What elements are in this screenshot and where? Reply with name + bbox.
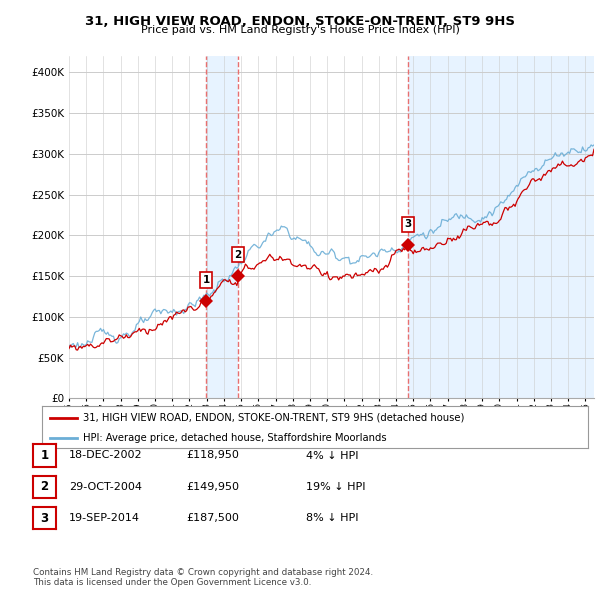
Text: 19% ↓ HPI: 19% ↓ HPI bbox=[306, 482, 365, 491]
Text: 19-SEP-2014: 19-SEP-2014 bbox=[69, 513, 140, 523]
Text: 31, HIGH VIEW ROAD, ENDON, STOKE-ON-TRENT, ST9 9HS: 31, HIGH VIEW ROAD, ENDON, STOKE-ON-TREN… bbox=[85, 15, 515, 28]
Text: Contains HM Land Registry data © Crown copyright and database right 2024.
This d: Contains HM Land Registry data © Crown c… bbox=[33, 568, 373, 587]
Text: 3: 3 bbox=[404, 219, 412, 229]
Bar bbox=[206, 56, 238, 398]
Text: 2: 2 bbox=[40, 480, 49, 493]
Text: HPI: Average price, detached house, Staffordshire Moorlands: HPI: Average price, detached house, Staf… bbox=[83, 433, 386, 442]
Text: 2: 2 bbox=[235, 250, 242, 260]
Text: 8% ↓ HPI: 8% ↓ HPI bbox=[306, 513, 359, 523]
Bar bbox=[408, 56, 594, 398]
Text: 1: 1 bbox=[40, 449, 49, 462]
Text: 3: 3 bbox=[40, 512, 49, 525]
Text: Price paid vs. HM Land Registry's House Price Index (HPI): Price paid vs. HM Land Registry's House … bbox=[140, 25, 460, 35]
Text: 1: 1 bbox=[202, 275, 209, 285]
Text: £187,500: £187,500 bbox=[186, 513, 239, 523]
Text: 31, HIGH VIEW ROAD, ENDON, STOKE-ON-TRENT, ST9 9HS (detached house): 31, HIGH VIEW ROAD, ENDON, STOKE-ON-TREN… bbox=[83, 413, 464, 423]
Text: £118,950: £118,950 bbox=[186, 451, 239, 460]
Text: 18-DEC-2002: 18-DEC-2002 bbox=[69, 451, 143, 460]
Text: £149,950: £149,950 bbox=[186, 482, 239, 491]
Text: 29-OCT-2004: 29-OCT-2004 bbox=[69, 482, 142, 491]
Text: 4% ↓ HPI: 4% ↓ HPI bbox=[306, 451, 359, 460]
